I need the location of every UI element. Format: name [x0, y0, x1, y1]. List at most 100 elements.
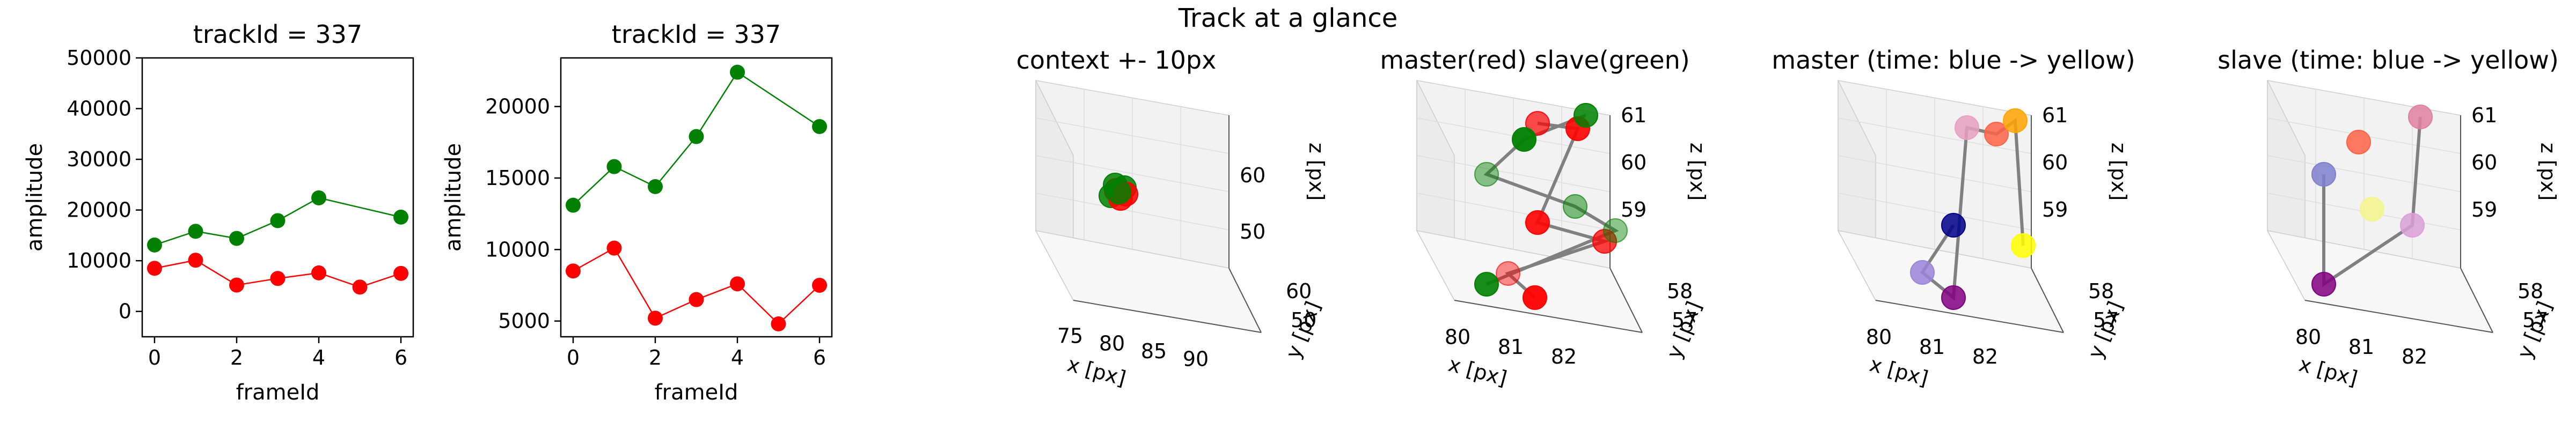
chart5-grid-line	[1838, 193, 2032, 231]
chart4-grid-line	[1416, 193, 1611, 231]
chart6-x-tick-label: 82	[2402, 345, 2427, 368]
chart2-axes-frame	[560, 57, 833, 338]
chart4-z-axis-label: z [px]	[1686, 143, 1709, 201]
chart4-x-tick-label: 82	[1551, 345, 1577, 368]
chart3-grid-line	[1035, 193, 1230, 231]
chart6-y-axis-label: y [px]	[2513, 298, 2557, 362]
chart2-x-tick-label: 0	[567, 346, 580, 369]
chart1-y-tick-label: 0	[119, 300, 131, 323]
chart3-z-tick-label: 60	[1240, 164, 1265, 187]
chart5-time-point	[1910, 260, 1935, 285]
chart5-x-axis-line	[1875, 300, 2064, 333]
chart4-y-axis-label: y [px]	[1662, 298, 1706, 362]
chart4-y-tick-label: 57	[1672, 308, 1697, 332]
chart5-z-tick-label: 60	[2042, 151, 2068, 174]
chart2-title: trackId = 337	[612, 20, 781, 49]
chart4-x-tick-label: 81	[1498, 335, 1524, 359]
chart3-x-tick-label: 80	[1099, 332, 1125, 356]
chart3-x-tick-label: 75	[1057, 324, 1083, 347]
chart5-time-point	[1941, 285, 1966, 310]
chart6-time-point	[2408, 105, 2433, 129]
chart2-y-tick-label: 15000	[485, 166, 550, 190]
chart5-y-axis-label: y [px]	[2083, 298, 2127, 362]
chart1-title: trackId = 337	[193, 20, 362, 49]
chart4-slave-point	[1474, 272, 1499, 297]
chart6-title: slave (time: blue -> yellow)	[2218, 46, 2559, 75]
chart3-x-axis-label: x [px]	[1065, 352, 1128, 390]
chart2-x-tick-label: 6	[813, 346, 826, 369]
chart6-x-axis-line	[2304, 300, 2493, 333]
chart2-x-axis-label: frameId	[655, 380, 738, 405]
chart1-data-point	[188, 253, 203, 268]
chart2-data-point	[812, 278, 828, 293]
chart5-x-tick-label: 82	[1972, 345, 1998, 368]
figure-title: Track at a glance	[1178, 3, 1398, 33]
chart4-z-tick-label: 61	[1621, 103, 1646, 127]
chart6-time-point	[2346, 130, 2371, 154]
chart1-axes-frame	[141, 57, 414, 338]
chart2-series-line-1	[573, 71, 820, 206]
chart1-data-point	[270, 213, 286, 228]
chart1-y-tick-label: 10000	[67, 249, 131, 272]
chart4-slave-point	[1512, 127, 1536, 152]
chart3-x-tick-label: 90	[1183, 347, 1209, 371]
chart2-y-tick-label: 20000	[485, 95, 550, 119]
chart5-title: master (time: blue -> yellow)	[1772, 46, 2135, 75]
chart4-master-point	[1525, 210, 1550, 235]
chart3-z-tick-label: 50	[1240, 220, 1265, 243]
chart6-grid-line	[2267, 155, 2461, 193]
chart2-data-point	[606, 240, 622, 256]
chart3-x-tick-label: 85	[1141, 339, 1167, 363]
chart1-y-tick-label: 40000	[67, 97, 131, 121]
chart5-x-tick-label: 80	[1866, 326, 1892, 349]
chart4-slave-point	[1603, 218, 1628, 243]
chart6-y-axis-line	[2460, 268, 2493, 333]
chart4-slave-point	[1563, 194, 1587, 219]
chart4-master-point	[1523, 285, 1547, 310]
chart1-x-tick-label: 6	[394, 346, 407, 369]
chart2-data-point	[730, 64, 745, 80]
chart5-x-tick-label: 81	[1919, 335, 1945, 359]
chart4-grid-line	[1416, 155, 1611, 193]
chart4-master-point	[1592, 229, 1617, 254]
chart6-time-point	[2311, 162, 2336, 187]
chart4-y-axis-line	[1609, 268, 1643, 333]
chart1-x-tick-label: 2	[230, 346, 243, 369]
chart2-data-point	[606, 159, 622, 174]
chart1-y-tick-label: 20000	[67, 198, 131, 222]
chart1-data-point	[229, 277, 244, 293]
chart2-data-point	[647, 179, 663, 194]
chart5-z-tick-label: 61	[2042, 103, 2068, 127]
chart1-x-tick-label: 4	[312, 346, 325, 369]
chart3-y-tick-label: 60	[1286, 279, 1312, 303]
chart2-data-point	[812, 119, 828, 134]
chart4-slave-point	[1574, 103, 1598, 128]
chart4-master-point	[1496, 261, 1520, 286]
chart4-x-axis-line	[1454, 300, 1643, 333]
chart6-x-tick-label: 80	[2295, 326, 2321, 349]
chart6-z-tick-label: 61	[2471, 103, 2497, 127]
chart1-data-point	[147, 237, 162, 253]
chart1-y-tick-label: 30000	[67, 147, 131, 171]
chart6-z-axis-label: z [px]	[2536, 143, 2560, 201]
chart1-data-point	[311, 190, 327, 205]
chart5-z-tick-label: 59	[2042, 198, 2068, 221]
chart5-time-point	[1955, 115, 1979, 140]
chart1-data-point	[188, 224, 203, 239]
chart4-z-tick-label: 60	[1621, 151, 1646, 174]
chart2-data-point	[565, 263, 581, 279]
chart2-data-point	[689, 292, 704, 307]
chart6-slave-track	[2322, 116, 2422, 287]
chart1-data-point	[147, 261, 162, 276]
chart5-time-point	[2003, 108, 2028, 133]
chart6-x-tick-label: 81	[2348, 335, 2374, 359]
chart4-y-tick-label: 58	[1667, 279, 1693, 303]
chart4-slave-point	[1474, 162, 1499, 187]
chart2-y-tick-label: 5000	[498, 309, 550, 333]
chart3-grid-line	[1035, 155, 1230, 193]
chart3-data-point	[1107, 180, 1131, 204]
chart1-data-point	[393, 265, 409, 281]
chart6-time-point	[2400, 213, 2425, 238]
chart1-y-axis-label: amplitude	[23, 143, 47, 252]
